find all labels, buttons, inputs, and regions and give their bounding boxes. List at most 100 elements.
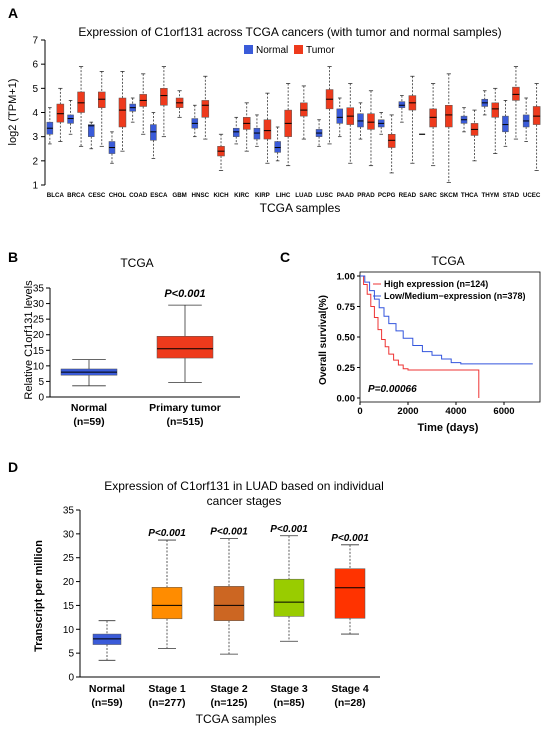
chart-a-normal-box: [88, 124, 95, 137]
chart-d-ytick-label: 20: [63, 577, 75, 588]
chart-a-tumor-box: [491, 102, 499, 118]
chart-d-category-label: Stage 3: [270, 683, 308, 695]
chart-a-ytick-label: 1: [32, 181, 38, 192]
panel-label-a: A: [8, 5, 18, 21]
chart-a-normal-box: [398, 101, 406, 108]
chart-a-category-label: PRAD: [357, 192, 375, 199]
chart-b-ytick-label: 30: [33, 299, 45, 310]
chart-b-tumor-box: [156, 336, 214, 359]
chart-a-normal-box: [274, 141, 281, 153]
chart-b-title: TCGA: [120, 256, 153, 270]
chart-a-category-label: STAD: [503, 192, 520, 199]
chart-a-ytick-label: 6: [32, 60, 38, 71]
chart-d-stage-4-box: [334, 568, 366, 619]
chart-a-tumor-box: [387, 134, 396, 148]
chart-a-normal-box: [150, 124, 157, 141]
chart-a-category-label: LUSC: [316, 192, 333, 199]
chart-a-category-label: CHOL: [109, 192, 127, 199]
chart-a-tumor-box: [118, 97, 127, 128]
chart-c-ytick-label: 0.50: [337, 333, 356, 344]
chart-b-ytick-label: 0: [38, 393, 44, 404]
chart-d-ytick-label: 0: [68, 673, 74, 684]
chart-a-category-label: BLCA: [47, 192, 65, 199]
chart-d-pvalue-annotation: P<0.001: [331, 533, 369, 544]
chart-c-title: TCGA: [431, 254, 464, 268]
chart-c-xtick-label: 0: [357, 406, 362, 417]
chart-a-normal-box: [232, 127, 240, 137]
panel-label-b: B: [8, 249, 18, 265]
chart-b-plot: 0 5 10 15 20 25 30 35 Normal (n=59) Primary tumor (…: [33, 284, 240, 428]
chart-c-xtick-label: 6000: [493, 406, 514, 417]
chart-a-tumor-box: [300, 102, 308, 117]
chart-b-annotation: P<0.001: [164, 288, 205, 300]
chart-a-category-label: KIRP: [255, 192, 270, 199]
chart-a-tumor-box: [532, 106, 541, 125]
chart-a-category-label: THCA: [461, 192, 479, 199]
chart-a-tumor-box: [263, 119, 272, 140]
chart-a-tumor-box: [56, 103, 65, 123]
chart-b-ylabel: Relative C1orf131 levels: [23, 280, 35, 400]
chart-a-ylabel: log2 (TPM+1): [7, 79, 19, 146]
chart-c-ytick-label: 0.25: [337, 363, 356, 374]
legend-tumor-label: Tumor: [306, 45, 335, 56]
chart-d-ytick-label: 35: [63, 506, 75, 517]
chart-a-category-label: HNSC: [192, 192, 210, 199]
chart-d-ytick-label: 25: [63, 553, 75, 564]
chart-b-ytick-label: 20: [33, 330, 45, 341]
chart-d-ytick-label: 10: [63, 625, 75, 636]
chart-d-plot: 0 5 10 15 20 25 30 35 Normal (n=59) Stage 1 (n=277)…: [63, 506, 380, 709]
chart-a-category-label: UCEC: [523, 192, 541, 199]
chart-a-title: Expression of C1orf131 across TCGA cance…: [78, 25, 501, 39]
chart-d-category-label: Stage 2: [210, 683, 248, 695]
chart-a-ytick-label: 2: [32, 156, 38, 167]
chart-d-stage-1-box: [151, 587, 183, 620]
chart-a-ytick-label: 7: [32, 36, 38, 47]
chart-a-tumor-box: [445, 105, 453, 128]
chart-a-category-label: LUAD: [295, 192, 313, 199]
chart-d-stage-3-box: [273, 578, 305, 617]
chart-a-category-label: ESCA: [150, 192, 168, 199]
chart-a-category-label: CESC: [88, 192, 106, 199]
chart-c-xtick-label: 4000: [445, 406, 466, 417]
chart-d-category-count: (n=125): [210, 697, 247, 709]
chart-a-ytick-label: 5: [32, 84, 38, 95]
chart-b-ytick-label: 35: [33, 284, 45, 295]
legend-normal-swatch: [244, 45, 253, 54]
chart-c-ytick-label: 0.00: [337, 394, 356, 405]
chart-d-title-line1: Expression of C1orf131 in LUAD based on …: [104, 479, 384, 493]
chart-c-legend: High expression (n=124) Low/Medium−expre…: [373, 279, 526, 301]
chart-a-category-label: PAAD: [337, 192, 355, 199]
chart-d-category-label: Stage 1: [148, 683, 186, 695]
chart-d-stage-2-box: [213, 586, 245, 621]
chart-a-ytick-label: 4: [32, 108, 38, 119]
chart-a-normal-box: [502, 115, 509, 133]
chart-d-pvalue-annotation: P<0.001: [148, 528, 186, 539]
chart-a-category-label: KICH: [213, 192, 229, 199]
chart-d-pvalue-annotation: P<0.001: [270, 524, 308, 535]
chart-c-ytick-label: 0.75: [337, 302, 356, 313]
chart-a-category-label: GBM: [172, 192, 186, 199]
chart-a-tumor-box: [77, 91, 85, 113]
chart-b-category-label: Normal: [71, 402, 107, 414]
chart-a-tumor-box: [201, 100, 210, 118]
chart-c-high-expression-curve: [360, 275, 480, 398]
chart-d-ytick-label: 5: [68, 649, 74, 660]
chart-a-category-label: BRCA: [67, 192, 85, 199]
chart-a-category-label: PCPG: [378, 192, 396, 199]
chart-a-category-label: READ: [399, 192, 417, 199]
chart-d-category-label: Normal: [89, 683, 125, 695]
chart-a-category-label: SARC: [419, 192, 437, 199]
chart-a-category-label: KIRC: [234, 192, 250, 199]
legend-normal-label: Normal: [256, 45, 288, 56]
panel-label-c: C: [280, 249, 290, 265]
chart-a-tumor-box: [160, 88, 168, 106]
chart-b-category-label: Primary tumor: [149, 402, 221, 414]
chart-a-normal-box: [67, 114, 74, 124]
chart-c-xtick-label: 2000: [397, 406, 418, 417]
legend-high-label: High expression (n=124): [384, 279, 488, 289]
chart-a-category-label: SKCM: [440, 192, 458, 199]
chart-c-plot: 0.00 0.25 0.50 0.75 1.00 0 2000 4000 6000: [337, 272, 541, 417]
chart-d-category-count: (n=28): [334, 697, 365, 709]
